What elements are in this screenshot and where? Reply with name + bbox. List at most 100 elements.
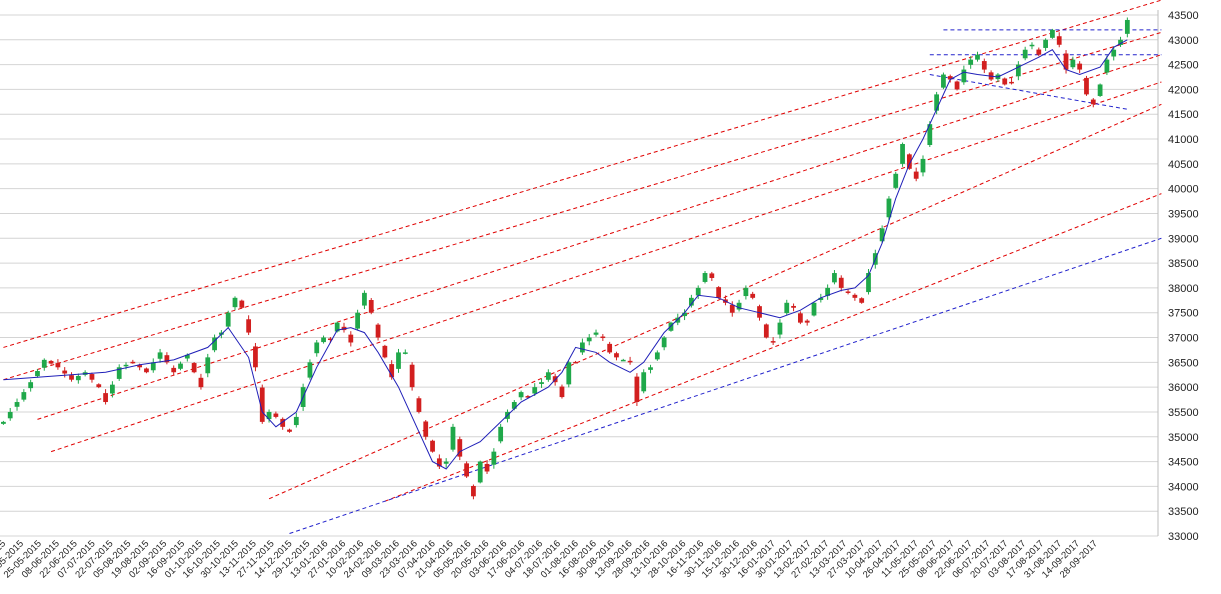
y-tick-label: 34000 [1168,481,1199,493]
y-tick-label: 42500 [1168,60,1199,72]
candle [287,428,292,433]
candle [770,337,776,345]
candle [1015,61,1021,81]
y-tick-label: 36500 [1168,357,1199,369]
candle [825,284,831,300]
candle [661,336,667,351]
candle [280,417,286,430]
y-tick-label: 40000 [1168,184,1199,196]
candle [995,73,1001,83]
candle [450,423,456,452]
candle [341,322,347,333]
candle [668,321,674,332]
candle [389,360,395,380]
candle [1002,77,1008,86]
candle [157,348,163,363]
candle [614,351,619,361]
x-axis-ticks: 23-04-201508-05-201525-05-201508-06-2015… [0,538,1100,580]
candle [28,379,34,392]
y-tick-label: 38000 [1168,283,1199,295]
candle [1124,17,1130,38]
candle [491,448,497,469]
trendline [3,0,1162,348]
trendline [37,54,1162,420]
candle [225,310,231,329]
candle [906,153,912,170]
candle [1,420,6,425]
candle [981,58,987,74]
candle [689,294,694,308]
candle [1084,75,1089,96]
candle [1036,47,1042,57]
candle [525,395,531,399]
candle [266,409,272,423]
candle [1056,32,1062,48]
candle [620,358,626,362]
y-tick-label: 42000 [1168,84,1199,96]
candle [859,297,865,304]
candle [96,383,102,389]
candle [539,378,544,388]
y-tick-label: 40500 [1168,159,1199,171]
candle [1077,61,1083,74]
candle [893,171,899,190]
candle [934,91,940,115]
candle [566,360,572,388]
candle [1118,36,1123,47]
trendline [289,237,1162,534]
candle [968,56,974,69]
candle [797,311,803,325]
candle [763,323,769,339]
candle [443,458,449,468]
candle [600,334,606,341]
candle [743,285,749,300]
candle [961,65,967,85]
candle [777,319,783,339]
candle [559,384,565,399]
candle [150,358,156,373]
candle [430,439,435,453]
candle [436,454,442,470]
candle [716,286,722,299]
candle [586,334,592,346]
candle [103,389,108,405]
candle [409,362,415,391]
candle [607,341,613,354]
candle [246,315,252,336]
candle [838,275,844,292]
candle [518,390,524,401]
moving-average-line [3,39,1128,470]
candle [368,298,374,315]
candle [471,484,476,500]
trendline [268,103,1162,500]
y-tick-label: 36000 [1168,382,1199,394]
candle [198,373,204,390]
candles [1,17,1130,500]
candle [1104,55,1110,76]
moving-average [3,39,1128,470]
candle [648,364,653,374]
candle [627,356,633,365]
y-tick-label: 39000 [1168,233,1199,245]
trendline [50,81,1162,453]
y-tick-label: 33000 [1168,531,1199,543]
candle [212,334,217,353]
candle [144,367,149,374]
candle [750,291,756,300]
y-tick-label: 43000 [1168,35,1199,47]
y-tick-label: 35500 [1168,407,1199,419]
candle [682,309,687,321]
trendline [929,74,1128,110]
candle [457,436,463,461]
candle [253,342,258,372]
candle [110,381,115,398]
candle [845,289,851,295]
candle [382,344,388,359]
candle [736,299,742,312]
candle [634,373,640,406]
candle [239,299,245,309]
candle [641,369,647,394]
candle [477,460,483,484]
candle [709,271,715,281]
y-axis-ticks: 33000 33500 34000 34500 35000 35500 36000 36500… [1168,10,1199,543]
